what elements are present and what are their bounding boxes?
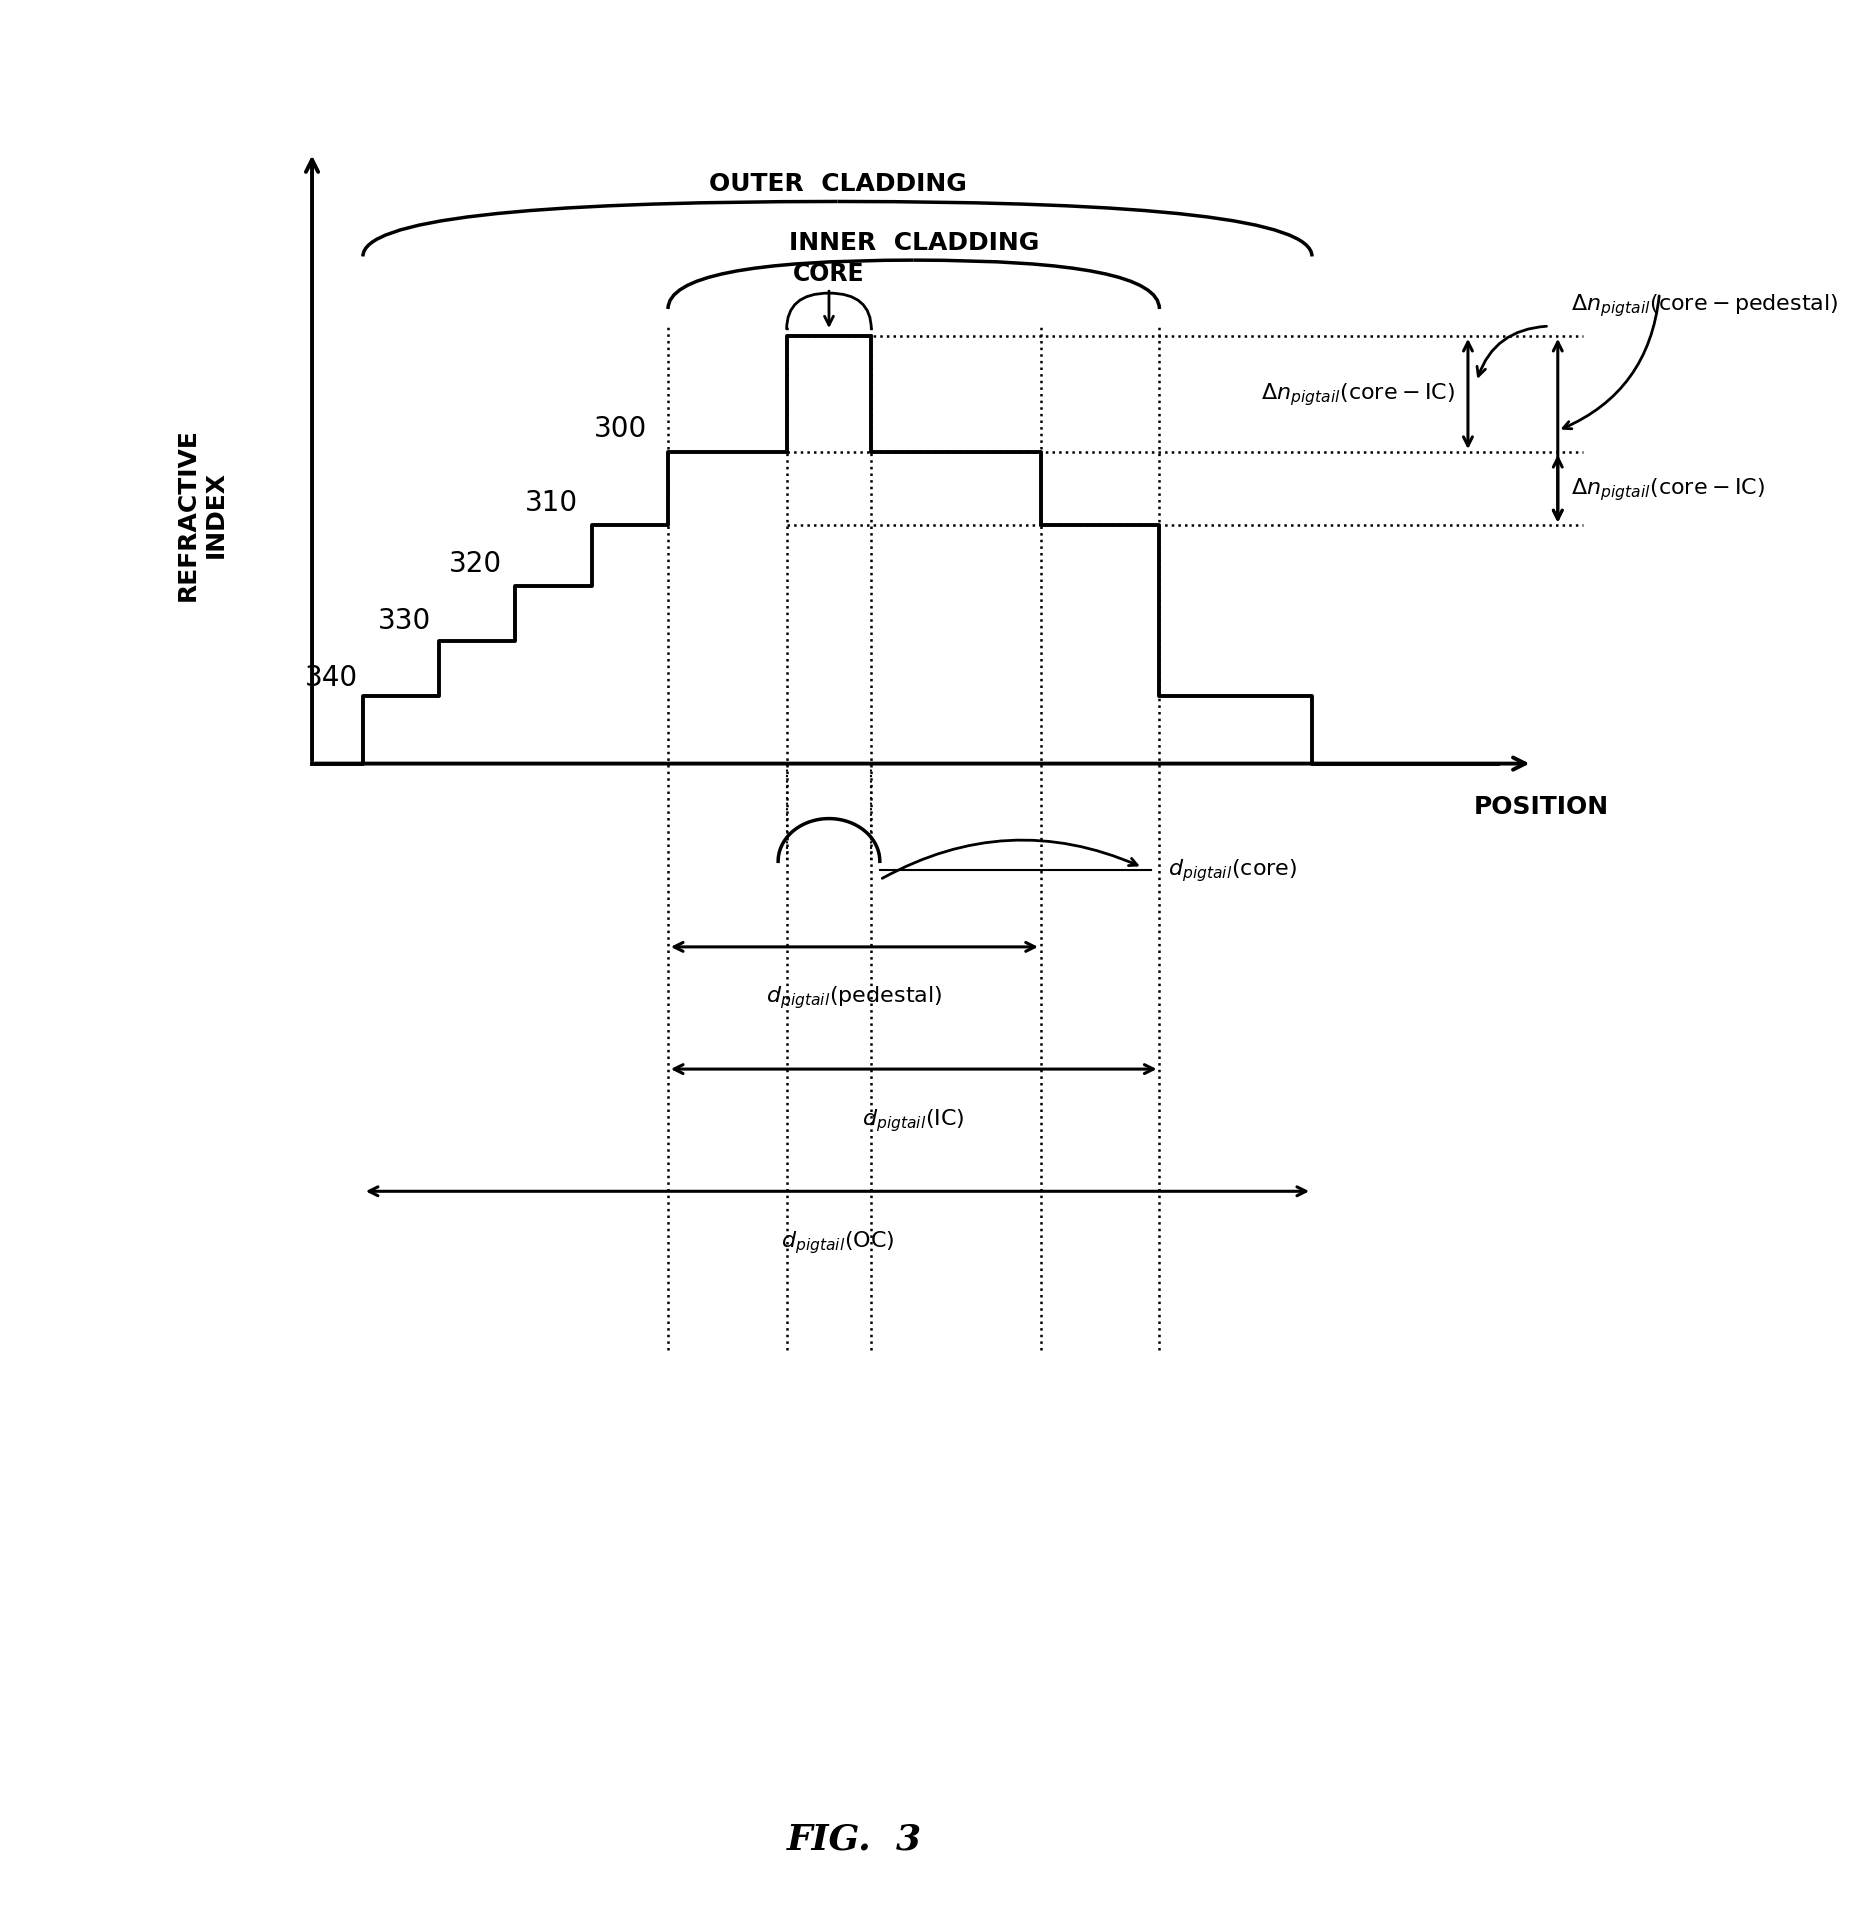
Text: $d_{\mathit{pigtail}}(\mathrm{core})$: $d_{\mathit{pigtail}}(\mathrm{core})$ — [1167, 856, 1297, 883]
Text: $\Delta n_{\mathit{pigtail}}(\mathrm{core-IC})$: $\Delta n_{\mathit{pigtail}}(\mathrm{cor… — [1260, 381, 1454, 408]
Text: 330: 330 — [377, 606, 431, 635]
Text: OUTER  CLADDING: OUTER CLADDING — [708, 172, 966, 196]
Text: POSITION: POSITION — [1473, 795, 1607, 818]
Text: $d_{\mathit{pigtail}}(\mathrm{pedestal})$: $d_{\mathit{pigtail}}(\mathrm{pedestal})… — [766, 984, 941, 1011]
Text: 310: 310 — [526, 488, 578, 517]
Text: 300: 300 — [595, 416, 647, 442]
Text: $d_{\mathit{pigtail}}(\mathrm{OC})$: $d_{\mathit{pigtail}}(\mathrm{OC})$ — [781, 1228, 893, 1255]
Text: CORE: CORE — [792, 261, 865, 286]
Text: INNER  CLADDING: INNER CLADDING — [788, 231, 1038, 256]
Text: REFRACTIVE
INDEX: REFRACTIVE INDEX — [175, 427, 227, 601]
Text: $\Delta n_{\mathit{pigtail}}(\mathrm{core-pedestal})$: $\Delta n_{\mathit{pigtail}}(\mathrm{cor… — [1571, 292, 1838, 318]
Text: $d_{\mathit{pigtail}}(\mathrm{IC})$: $d_{\mathit{pigtail}}(\mathrm{IC})$ — [861, 1106, 964, 1133]
Text: $\Delta n_{\mathit{pigtail}}(\mathrm{core-IC})$: $\Delta n_{\mathit{pigtail}}(\mathrm{cor… — [1571, 477, 1763, 503]
Text: FIG.  3: FIG. 3 — [787, 1821, 921, 1856]
Text: 340: 340 — [304, 664, 358, 692]
Text: 320: 320 — [449, 549, 501, 578]
